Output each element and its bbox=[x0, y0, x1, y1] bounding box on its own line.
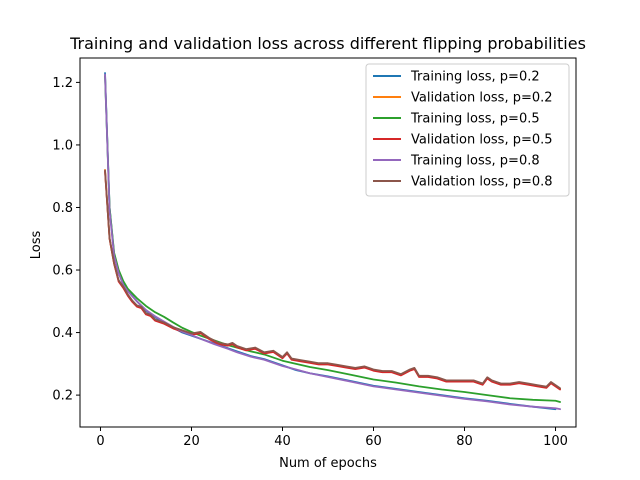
x-tick-label: 100 bbox=[543, 434, 568, 449]
series-lines bbox=[104, 72, 561, 411]
legend: Training loss, p=0.2 Validation loss, p=0… bbox=[365, 63, 570, 197]
series-line-6 bbox=[104, 169, 561, 390]
chart-title: Training and validation loss across diff… bbox=[69, 34, 586, 53]
legend-entry-label: Validation loss, p=0.5 bbox=[411, 133, 553, 148]
x-tick-label: 80 bbox=[456, 434, 473, 449]
y-tick-label: 1.2 bbox=[52, 76, 73, 91]
x-tick-label: 40 bbox=[274, 434, 291, 449]
y-tick-label: 0.2 bbox=[52, 389, 73, 404]
y-tick-label: 0.8 bbox=[52, 201, 73, 216]
x-axis-ticks: 0 20 40 60 80 100 bbox=[96, 427, 568, 449]
y-tick-label: 0.6 bbox=[52, 264, 73, 279]
y-tick-label: 1.0 bbox=[52, 138, 73, 153]
legend-box bbox=[365, 63, 570, 197]
x-tick-label: 0 bbox=[96, 434, 104, 449]
axes-frame bbox=[79, 57, 577, 428]
y-tick-label: 0.4 bbox=[52, 326, 73, 341]
x-axis-label: Num of epochs bbox=[279, 456, 377, 471]
x-tick-label: 60 bbox=[365, 434, 382, 449]
legend-entry-label: Training loss, p=0.8 bbox=[410, 154, 540, 169]
x-tick-label: 20 bbox=[183, 434, 200, 449]
legend-entry-label: Validation loss, p=0.2 bbox=[411, 91, 553, 106]
y-axis-ticks: 0.2 0.4 0.6 0.8 1.0 1.2 bbox=[52, 76, 80, 404]
series-line-5 bbox=[104, 73, 561, 411]
legend-entry-label: Training loss, p=0.5 bbox=[410, 112, 540, 127]
legend-entry-label: Training loss, p=0.2 bbox=[410, 70, 540, 85]
legend-entry-label: Validation loss, p=0.8 bbox=[411, 175, 553, 190]
y-axis-label: Loss bbox=[29, 231, 44, 260]
